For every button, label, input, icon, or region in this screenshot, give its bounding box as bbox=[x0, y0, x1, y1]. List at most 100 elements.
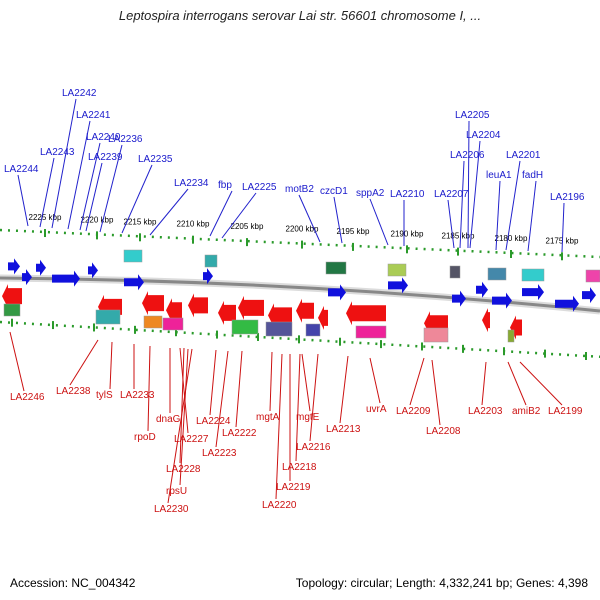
scale-tick-label: 2190 kbp bbox=[391, 229, 424, 238]
gene-label-uvra: uvrA bbox=[366, 404, 387, 415]
gene-label-la2201: LA2201 bbox=[506, 150, 541, 161]
gene-leader-line bbox=[235, 350, 243, 428]
feature-box bbox=[387, 263, 407, 277]
gene-label-mgte: mgtE bbox=[296, 412, 320, 423]
gene-leader-line bbox=[51, 98, 77, 229]
gene-label-la2234: LA2234 bbox=[174, 178, 209, 189]
reverse-gene-arrow bbox=[318, 305, 328, 330]
scale-tick-label: 2185 kbp bbox=[442, 232, 475, 241]
gene-leader-line bbox=[527, 180, 537, 252]
forward-gene-arrow bbox=[8, 258, 20, 275]
gene-leader-line bbox=[333, 196, 343, 244]
gene-label-la2225: LA2225 bbox=[242, 182, 277, 193]
feature-box bbox=[305, 323, 321, 337]
gene-leader-line bbox=[467, 120, 470, 249]
gene-leader-line bbox=[209, 190, 233, 237]
feature-box bbox=[231, 319, 259, 335]
gene-label-dnag: dnaG bbox=[156, 414, 181, 425]
gene-label-la2208: LA2208 bbox=[426, 426, 461, 437]
forward-gene-arrow bbox=[22, 269, 32, 286]
forward-gene-arrow bbox=[582, 287, 596, 304]
gene-leader-line bbox=[215, 350, 229, 448]
gene-leader-line bbox=[495, 180, 501, 251]
gene-leader-line bbox=[507, 361, 527, 406]
feature-box bbox=[162, 317, 184, 331]
feature-box bbox=[487, 267, 507, 281]
gene-label-rpod: rpoD bbox=[134, 432, 156, 443]
gene-label-la2218: LA2218 bbox=[282, 462, 317, 473]
gene-leader-line bbox=[447, 199, 455, 249]
gene-label-la2219: LA2219 bbox=[276, 482, 311, 493]
gene-leader-line bbox=[409, 357, 425, 406]
gene-label-tyls: tylS bbox=[96, 390, 113, 401]
gene-label-fadh: fadH bbox=[522, 170, 543, 181]
forward-gene-arrow bbox=[36, 259, 46, 276]
gene-leader-line bbox=[369, 198, 389, 246]
scale-tick-label: 2210 kbp bbox=[177, 220, 210, 229]
gene-label-la2210: LA2210 bbox=[390, 189, 425, 200]
gene-label-mgta: mgtA bbox=[256, 412, 280, 423]
scale-tick-label: 2225 kbp bbox=[29, 213, 62, 222]
gene-label-la2209: LA2209 bbox=[396, 406, 431, 417]
gene-leader-line bbox=[481, 361, 487, 406]
gene-label-la2223: LA2223 bbox=[202, 448, 237, 459]
reverse-gene-arrow bbox=[238, 295, 264, 320]
forward-gene-arrow bbox=[328, 284, 346, 301]
feature-box bbox=[265, 321, 293, 337]
gene-label-la2242: LA2242 bbox=[62, 88, 97, 99]
gene-label-la2220: LA2220 bbox=[262, 500, 297, 511]
gene-label-leua1: leuA1 bbox=[486, 170, 512, 181]
gene-leader-line bbox=[179, 347, 189, 434]
gene-label-la2228: LA2228 bbox=[166, 464, 201, 475]
reverse-gene-arrow bbox=[296, 298, 314, 323]
feature-box bbox=[355, 325, 387, 339]
gene-label-la2203: LA2203 bbox=[468, 406, 503, 417]
gene-leader-line bbox=[298, 194, 321, 243]
gene-leader-line bbox=[179, 348, 189, 486]
feature-box bbox=[204, 254, 218, 268]
feature-box bbox=[449, 265, 461, 279]
gene-leader-line bbox=[39, 157, 55, 228]
gene-leader-line bbox=[505, 160, 521, 251]
feature-box bbox=[3, 303, 21, 317]
gene-leader-line bbox=[269, 351, 273, 412]
gene-label-la2206: LA2206 bbox=[450, 150, 485, 161]
gene-leader-line bbox=[459, 160, 465, 249]
scale-tick-label: 2215 kbp bbox=[124, 217, 157, 226]
scale-tick-label: 2200 kbp bbox=[286, 225, 319, 234]
gene-label-la2227: LA2227 bbox=[174, 434, 209, 445]
reverse-gene-arrow bbox=[142, 291, 164, 316]
genome-summary: Topology: circular; Length: 4,332,241 bp… bbox=[295, 576, 588, 590]
gene-label-la2243: LA2243 bbox=[40, 147, 75, 158]
reverse-gene-arrow bbox=[268, 303, 292, 328]
gene-leader-line bbox=[369, 357, 381, 404]
gene-leader-line bbox=[67, 120, 91, 230]
gene-leader-line bbox=[431, 359, 441, 426]
gene-leader-line bbox=[17, 174, 29, 227]
gene-leader-line bbox=[167, 348, 193, 504]
forward-gene-arrow bbox=[88, 262, 98, 279]
forward-gene-arrow bbox=[476, 281, 488, 298]
gene-label-rpsu: rpsU bbox=[166, 486, 187, 497]
gene-leader-line bbox=[469, 140, 481, 249]
feature-box bbox=[521, 268, 545, 282]
gene-leader-line bbox=[519, 361, 563, 406]
accession-label: Accession: NC_004342 bbox=[10, 576, 136, 590]
forward-gene-arrow bbox=[492, 292, 512, 309]
gene-leader-line bbox=[69, 339, 99, 386]
chromosome-backbone bbox=[0, 276, 600, 313]
gene-leader-line bbox=[147, 345, 151, 432]
gene-label-la2216: LA2216 bbox=[296, 442, 331, 453]
reverse-gene-arrow bbox=[482, 308, 490, 333]
reverse-gene-arrow bbox=[218, 300, 236, 325]
gene-label-la2236: LA2236 bbox=[108, 134, 143, 145]
gene-label-la2233: LA2233 bbox=[120, 390, 155, 401]
gene-label-la2244: LA2244 bbox=[4, 164, 39, 175]
gene-label-la2246: LA2246 bbox=[10, 392, 45, 403]
forward-gene-arrow bbox=[555, 295, 579, 312]
reverse-gene-arrow bbox=[188, 293, 208, 318]
feature-box bbox=[325, 261, 347, 275]
feature-box bbox=[143, 315, 163, 329]
forward-gene-arrow bbox=[52, 270, 80, 287]
